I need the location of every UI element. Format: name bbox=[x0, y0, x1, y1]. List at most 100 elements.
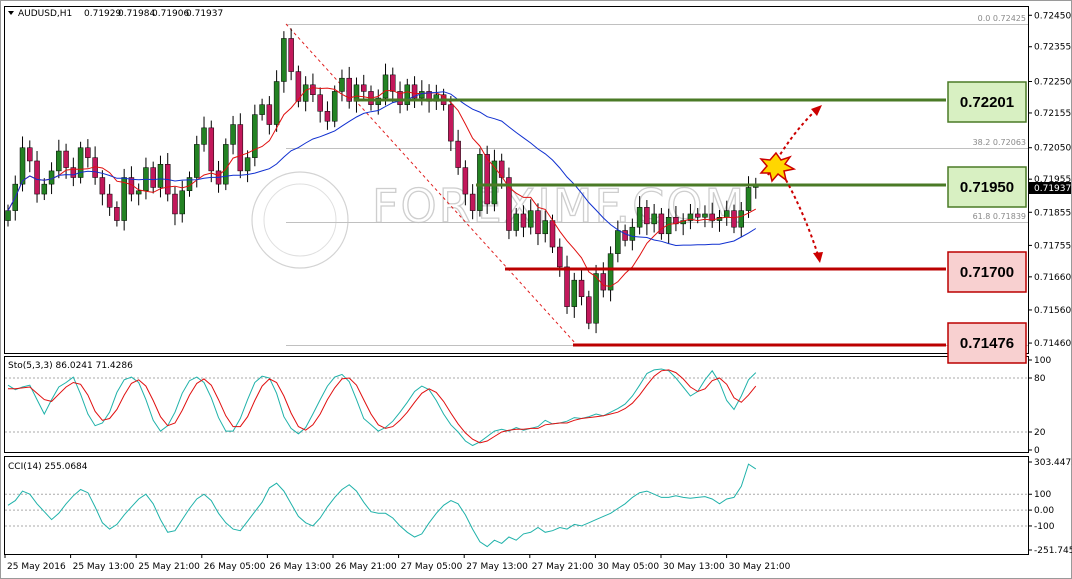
candle-body bbox=[593, 273, 599, 324]
candle-body bbox=[201, 127, 207, 145]
stoch-tick-label: 80 bbox=[1034, 374, 1046, 384]
candle-body bbox=[644, 207, 650, 225]
current-price-tag: 0.71937 bbox=[1029, 182, 1071, 194]
candle-body bbox=[702, 213, 708, 218]
price-axis: 0.72450 0.72355 0.72250 0.72155 0.72050 0.719… bbox=[1028, 11, 1071, 349]
time-tick-label: 27 May 13:00 bbox=[466, 562, 528, 572]
candle-body bbox=[273, 81, 280, 125]
main-pane-border bbox=[4, 6, 1029, 354]
candle-body bbox=[622, 230, 628, 241]
cci-label: CCI(14) 255.0684 bbox=[8, 462, 88, 472]
candle-body bbox=[397, 91, 403, 105]
candle-body bbox=[281, 38, 287, 82]
ma-slow-line bbox=[7, 91, 757, 247]
candle-body bbox=[731, 210, 737, 228]
svg-text:0.71937: 0.71937 bbox=[1034, 184, 1071, 194]
candle-body bbox=[382, 74, 389, 99]
candle-body bbox=[194, 144, 200, 178]
candle-body bbox=[484, 154, 490, 205]
candle-body bbox=[723, 210, 730, 218]
ohlc-high: 0.71984 bbox=[118, 9, 155, 19]
candle-body bbox=[288, 38, 294, 72]
time-tick-label: 25 May 13:00 bbox=[73, 562, 135, 572]
cci-tick-label: 100 bbox=[1034, 490, 1051, 500]
candle-body bbox=[70, 167, 77, 178]
candle-body bbox=[172, 193, 178, 215]
cci-indicator: 303.4475 100 0.00 -100 -251.7455 bbox=[5, 458, 1072, 556]
candle-body bbox=[535, 210, 541, 235]
stoch-tick-label: 100 bbox=[1034, 356, 1051, 366]
candle-body bbox=[77, 147, 84, 178]
candle-body bbox=[179, 190, 185, 215]
candle-body bbox=[738, 210, 745, 228]
candle-body bbox=[404, 84, 411, 105]
ohlc-close: 0.71937 bbox=[186, 9, 223, 19]
ohlc-low: 0.71906 bbox=[152, 9, 189, 19]
time-tick-label: 30 May 13:00 bbox=[663, 562, 725, 572]
price-tick-label: 0.72355 bbox=[1034, 43, 1071, 53]
dropdown-triangle-icon[interactable] bbox=[8, 11, 14, 15]
price-tick-label: 0.72155 bbox=[1034, 109, 1071, 119]
candle-body bbox=[564, 266, 570, 307]
candle-body bbox=[360, 84, 367, 92]
candle-body bbox=[629, 226, 636, 241]
price-tick-label: 0.71755 bbox=[1034, 241, 1071, 251]
candle-body bbox=[448, 104, 454, 142]
candle-body bbox=[694, 213, 701, 218]
candle-body bbox=[578, 279, 585, 297]
svg-text:0.72201: 0.72201 bbox=[960, 94, 1014, 111]
candle-body bbox=[259, 104, 265, 115]
candle-body bbox=[557, 246, 563, 268]
time-tick-label: 30 May 05:00 bbox=[597, 562, 659, 572]
candle-body bbox=[41, 183, 48, 195]
candle-body bbox=[150, 167, 156, 188]
time-tick-label: 27 May 05:00 bbox=[401, 562, 463, 572]
level-box-72201: 0.72201 bbox=[947, 81, 1027, 123]
candle-body bbox=[324, 111, 331, 122]
candle-body bbox=[477, 154, 483, 211]
candle-body bbox=[658, 213, 665, 235]
candle-body bbox=[135, 190, 142, 195]
candle-body bbox=[331, 91, 338, 122]
fib-label-61: 61.8 0.71839 bbox=[973, 212, 1026, 221]
price-tick-label: 0.72050 bbox=[1034, 144, 1071, 154]
candle-body bbox=[128, 177, 135, 195]
cci-tick-label: 0.00 bbox=[1034, 506, 1054, 516]
time-tick-label: 25 May 2016 bbox=[7, 562, 66, 572]
candle-body bbox=[252, 114, 258, 158]
candle-body bbox=[651, 213, 657, 225]
candle-body bbox=[491, 160, 498, 205]
candle-body bbox=[506, 177, 512, 231]
watermark: FOREXIMF.COM bbox=[251, 171, 745, 269]
candle-body bbox=[106, 193, 113, 208]
fib-label-0: 0.0 0.72425 bbox=[978, 14, 1026, 23]
candle-body bbox=[34, 160, 40, 195]
price-tick-label: 0.72250 bbox=[1034, 77, 1071, 87]
candle-body bbox=[615, 230, 621, 254]
candle-body bbox=[27, 147, 33, 162]
candle-body bbox=[419, 91, 425, 99]
time-tick-label: 26 May 05:00 bbox=[204, 562, 266, 572]
fib-label-38: 38.2 0.72063 bbox=[973, 138, 1026, 147]
ohlc-open: 0.71929 bbox=[84, 9, 121, 19]
time-tick-label: 30 May 21:00 bbox=[729, 562, 791, 572]
level-box-71950: 0.71950 bbox=[947, 166, 1027, 208]
candle-body bbox=[223, 144, 229, 185]
cci-tick-label: -100 bbox=[1034, 522, 1055, 532]
candlestick-series bbox=[5, 28, 759, 334]
time-tick-label: 26 May 13:00 bbox=[269, 562, 331, 572]
candle-body bbox=[317, 94, 323, 112]
candle-body bbox=[56, 150, 62, 172]
stochastic-indicator: 100 80 20 0 bbox=[5, 356, 1051, 456]
time-tick-label: 27 May 21:00 bbox=[532, 562, 594, 572]
candle-body bbox=[266, 104, 273, 125]
candle-body bbox=[5, 210, 11, 221]
time-axis: 25 May 2016 25 May 13:00 25 May 21:00 26 Ma… bbox=[4, 554, 791, 572]
candle-body bbox=[114, 207, 120, 221]
svg-text:0.71476: 0.71476 bbox=[960, 335, 1014, 352]
breakout-burst-icon bbox=[759, 151, 797, 183]
stoch-d-line bbox=[8, 369, 757, 444]
candle-body bbox=[600, 273, 607, 291]
price-tick-label: 0.72450 bbox=[1034, 11, 1071, 21]
